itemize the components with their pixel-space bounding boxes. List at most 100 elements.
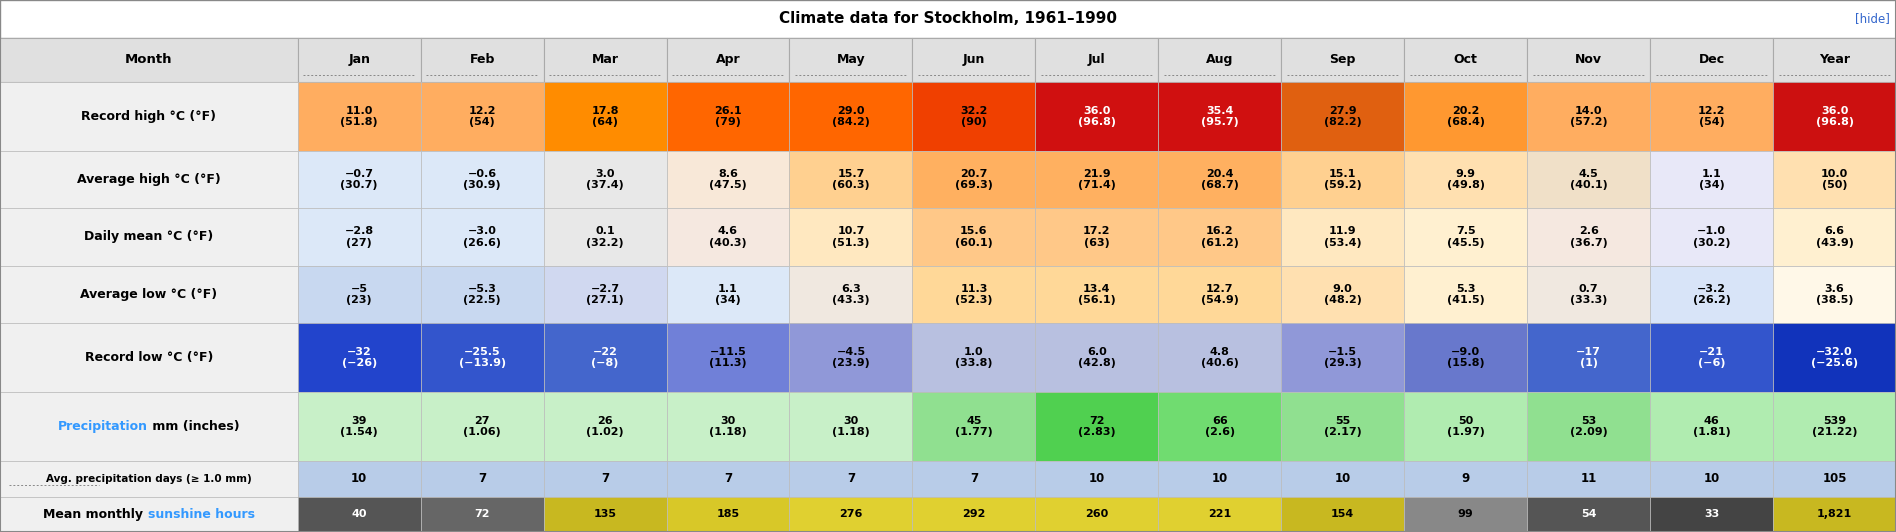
Bar xyxy=(0,265,298,323)
Text: −17
(1): −17 (1) xyxy=(1576,347,1600,368)
Text: 53
(2.09): 53 (2.09) xyxy=(1570,416,1608,437)
Text: 1.0
(33.8): 1.0 (33.8) xyxy=(956,347,994,368)
Text: Jan: Jan xyxy=(349,53,370,66)
Bar xyxy=(1773,82,1896,151)
Bar xyxy=(421,82,544,151)
Bar xyxy=(667,461,789,496)
Text: 3.0
(37.4): 3.0 (37.4) xyxy=(586,169,624,190)
Bar xyxy=(1158,265,1282,323)
Bar xyxy=(1158,151,1282,209)
Bar xyxy=(1158,209,1282,265)
Text: 26
(1.02): 26 (1.02) xyxy=(586,416,624,437)
Bar xyxy=(1282,151,1405,209)
Bar xyxy=(1526,265,1650,323)
Bar xyxy=(1526,392,1650,461)
Text: 8.6
(47.5): 8.6 (47.5) xyxy=(709,169,747,190)
Bar xyxy=(667,209,789,265)
Bar xyxy=(1035,496,1158,532)
Text: 10.7
(51.3): 10.7 (51.3) xyxy=(832,227,870,247)
Bar xyxy=(1282,265,1405,323)
Bar xyxy=(1158,82,1282,151)
Bar xyxy=(912,151,1035,209)
Text: 4.8
(40.6): 4.8 (40.6) xyxy=(1200,347,1238,368)
Bar xyxy=(421,209,544,265)
Bar xyxy=(1526,496,1650,532)
Bar xyxy=(667,496,789,532)
Bar xyxy=(1035,209,1158,265)
Bar xyxy=(789,392,912,461)
Bar xyxy=(421,392,544,461)
Bar xyxy=(298,38,421,82)
Bar xyxy=(1405,265,1526,323)
Bar xyxy=(1282,323,1405,392)
Bar xyxy=(1773,38,1896,82)
Bar xyxy=(544,38,667,82)
Bar xyxy=(0,151,298,209)
Bar xyxy=(544,265,667,323)
Text: 15.6
(60.1): 15.6 (60.1) xyxy=(956,227,994,247)
Text: 29.0
(84.2): 29.0 (84.2) xyxy=(832,106,870,127)
Text: 2.6
(36.7): 2.6 (36.7) xyxy=(1570,227,1608,247)
Text: 9: 9 xyxy=(1462,472,1469,485)
Bar xyxy=(1526,461,1650,496)
Text: −3.2
(26.2): −3.2 (26.2) xyxy=(1693,284,1731,305)
Text: 12.2
(54): 12.2 (54) xyxy=(468,106,497,127)
Bar xyxy=(0,461,298,496)
Bar xyxy=(912,265,1035,323)
Bar xyxy=(1650,151,1773,209)
Text: 276: 276 xyxy=(840,509,863,519)
Bar xyxy=(912,38,1035,82)
Bar xyxy=(912,323,1035,392)
Text: 135: 135 xyxy=(593,509,616,519)
Text: 5.3
(41.5): 5.3 (41.5) xyxy=(1447,284,1485,305)
Text: 17.2
(63): 17.2 (63) xyxy=(1083,227,1111,247)
Text: 14.0
(57.2): 14.0 (57.2) xyxy=(1570,106,1608,127)
Text: 10: 10 xyxy=(351,472,368,485)
Bar xyxy=(1405,461,1526,496)
Bar xyxy=(0,496,298,532)
Text: −2.8
(27): −2.8 (27) xyxy=(345,227,374,247)
Bar xyxy=(0,82,298,151)
Bar xyxy=(421,323,544,392)
Bar xyxy=(1526,38,1650,82)
Bar xyxy=(1158,496,1282,532)
Text: 20.2
(68.4): 20.2 (68.4) xyxy=(1447,106,1485,127)
Bar xyxy=(1405,209,1526,265)
Text: 10: 10 xyxy=(1212,472,1229,485)
Text: 27
(1.06): 27 (1.06) xyxy=(463,416,501,437)
Bar xyxy=(1650,38,1773,82)
Bar xyxy=(1158,392,1282,461)
Text: 1.1
(34): 1.1 (34) xyxy=(715,284,741,305)
Bar xyxy=(1773,392,1896,461)
Bar xyxy=(1650,82,1773,151)
Text: May: May xyxy=(836,53,865,66)
Bar xyxy=(544,392,667,461)
Text: Oct: Oct xyxy=(1454,53,1477,66)
Text: 11.0
(51.8): 11.0 (51.8) xyxy=(341,106,377,127)
Text: 50
(1.97): 50 (1.97) xyxy=(1447,416,1485,437)
Text: 11.9
(53.4): 11.9 (53.4) xyxy=(1323,227,1361,247)
Text: 35.4
(95.7): 35.4 (95.7) xyxy=(1200,106,1238,127)
Text: 7.5
(45.5): 7.5 (45.5) xyxy=(1447,227,1485,247)
Text: 221: 221 xyxy=(1208,509,1231,519)
Text: Record low °C (°F): Record low °C (°F) xyxy=(85,351,212,364)
Text: 99: 99 xyxy=(1458,509,1473,519)
Text: 292: 292 xyxy=(961,509,986,519)
Text: 12.7
(54.9): 12.7 (54.9) xyxy=(1200,284,1238,305)
Text: 12.2
(54): 12.2 (54) xyxy=(1697,106,1725,127)
Text: Dec: Dec xyxy=(1699,53,1725,66)
Text: 11: 11 xyxy=(1581,472,1596,485)
Text: 26.1
(79): 26.1 (79) xyxy=(715,106,741,127)
Bar xyxy=(1405,496,1526,532)
Bar xyxy=(544,82,667,151)
Text: 15.7
(60.3): 15.7 (60.3) xyxy=(832,169,870,190)
Text: 30
(1.18): 30 (1.18) xyxy=(709,416,747,437)
Text: 6.0
(42.8): 6.0 (42.8) xyxy=(1079,347,1115,368)
Bar xyxy=(421,496,544,532)
Bar xyxy=(1773,209,1896,265)
Text: 260: 260 xyxy=(1085,509,1109,519)
Bar xyxy=(1650,496,1773,532)
Text: 11.3
(52.3): 11.3 (52.3) xyxy=(956,284,994,305)
Bar xyxy=(789,38,912,82)
Text: 72
(2.83): 72 (2.83) xyxy=(1079,416,1115,437)
